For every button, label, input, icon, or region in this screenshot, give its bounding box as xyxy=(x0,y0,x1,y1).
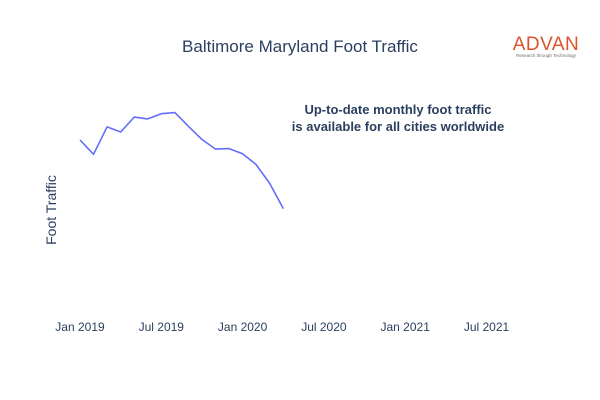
chart-title: Baltimore Maryland Foot Traffic xyxy=(182,37,418,56)
x-tick-label: Jul 2021 xyxy=(464,320,510,334)
series-line xyxy=(79,111,285,209)
y-axis-label: Foot Traffic xyxy=(43,175,59,245)
x-tick-label: Jul 2019 xyxy=(139,320,185,334)
x-axis-ticks: Jan 2019 Jul 2019 Jan 2020 Jul 2020 Jan 2021… xyxy=(55,320,509,334)
advan-logo: ADVAN Research through Technology xyxy=(513,34,580,58)
logo-text: ADVAN xyxy=(513,34,580,55)
annotation-line-1: Up-to-date monthly foot traffic xyxy=(304,102,491,117)
annotation-line-2: is available for all cities worldwide xyxy=(292,119,504,134)
x-tick-label: Jan 2020 xyxy=(218,320,268,334)
x-tick-label: Jul 2020 xyxy=(301,320,347,334)
logo-tagline: Research through Technology xyxy=(516,53,576,58)
x-tick-label: Jan 2021 xyxy=(381,320,431,334)
chart-series xyxy=(79,111,285,209)
x-tick-label: Jan 2019 xyxy=(55,320,105,334)
